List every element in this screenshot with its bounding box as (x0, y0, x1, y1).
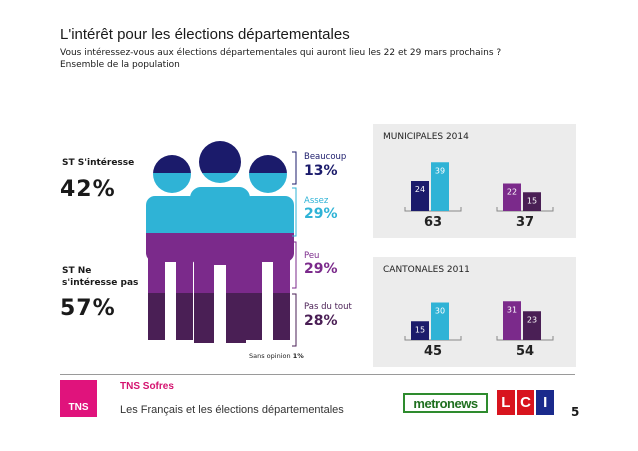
assez-value: 29% (304, 206, 338, 222)
municipales-title: MUNICIPALES 2014 (383, 132, 469, 142)
bar (523, 311, 541, 340)
bar-value-label: 15 (527, 196, 537, 205)
bar (431, 162, 449, 211)
bar (411, 321, 429, 340)
footer-text: Les Français et les élections départemen… (120, 404, 344, 416)
bar (523, 192, 541, 211)
pas-du-tout-label: Pas du tout (304, 302, 352, 312)
beaucoup-value: 13% (304, 163, 338, 179)
lci-logo: L C I (497, 390, 555, 415)
bar (503, 301, 521, 340)
pas-du-tout-band (146, 293, 294, 343)
lci-letter-c: C (516, 390, 535, 415)
tns-logo: TNS (60, 380, 97, 417)
population-text: Ensemble de la population (60, 60, 180, 70)
bar-value-label: 22 (507, 188, 517, 197)
cantonales-title: CANTONALES 2011 (383, 265, 470, 275)
bar-value-label: 23 (527, 315, 537, 324)
no-opinion-label: Sans opinion (249, 352, 291, 360)
bar-value-label: 30 (435, 307, 445, 316)
group-total-label: 63 (424, 215, 442, 230)
group-total-label: 37 (516, 215, 534, 230)
bar (503, 183, 521, 211)
no-opinion-value: 1% (292, 352, 304, 360)
bar (431, 302, 449, 340)
lci-letter-l: L (497, 390, 515, 415)
group-total-label: 45 (424, 344, 442, 359)
beaucoup-label: Beaucoup (304, 152, 347, 162)
assez-label: Assez (304, 196, 329, 206)
municipales-panel: MUNICIPALES 2014 24 39 63 22 15 37 (373, 124, 576, 238)
interest-percent: 42% (60, 177, 116, 202)
page-number: 5 (571, 405, 580, 419)
group-total-label: 54 (516, 344, 534, 359)
municipales-chart: 24 39 63 22 15 37 (404, 162, 554, 230)
category-brackets (292, 151, 297, 347)
page-title: L'intérêt pour les élections département… (60, 26, 350, 43)
metronews-logo: metronews (403, 393, 488, 413)
no-interest-label-line2: s'intéresse pas (62, 278, 139, 288)
peu-band (146, 233, 294, 293)
cantonales-chart: 15 30 45 31 23 54 (404, 301, 554, 359)
no-opinion-note: Sans opinion 1% (249, 352, 304, 360)
bar-value-label: 24 (415, 185, 425, 194)
tns-brand: TNS Sofres (120, 381, 174, 392)
people-figures (146, 141, 294, 343)
beaucoup-band (146, 141, 294, 173)
bar-value-label: 39 (435, 166, 445, 175)
bar (411, 181, 429, 211)
interest-label: ST S'intéresse (62, 158, 135, 168)
bar-value-label: 15 (415, 325, 425, 334)
peu-label: Peu (304, 251, 320, 261)
bar-value-label: 31 (507, 305, 517, 314)
no-interest-label-line1: ST Ne (62, 266, 92, 276)
footer-divider (60, 374, 575, 375)
peu-value: 29% (304, 261, 338, 277)
question-text: Vous intéressez-vous aux élections dépar… (60, 48, 502, 58)
lci-letter-i: I (536, 390, 555, 415)
cantonales-panel: CANTONALES 2011 15 30 45 31 23 54 (373, 257, 576, 367)
no-interest-percent: 57% (60, 296, 116, 321)
pas-du-tout-value: 28% (304, 313, 338, 329)
assez-band (146, 173, 294, 233)
